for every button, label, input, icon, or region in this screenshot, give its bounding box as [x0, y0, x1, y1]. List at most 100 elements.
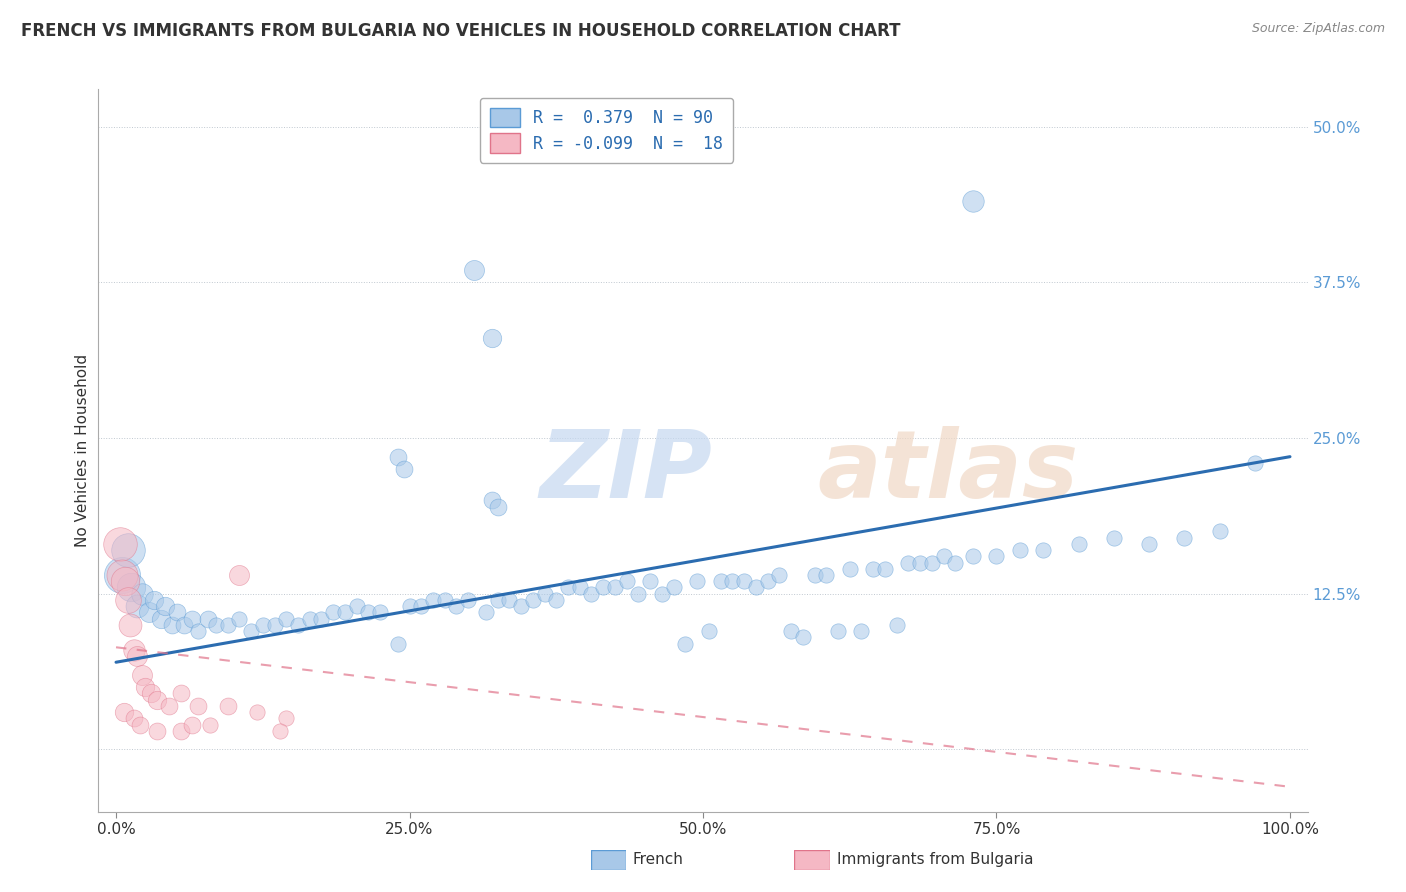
Text: Immigrants from Bulgaria: Immigrants from Bulgaria — [837, 853, 1033, 867]
Point — [128, 717, 150, 731]
Point — [886, 618, 908, 632]
Point — [603, 581, 626, 595]
Text: ZIP: ZIP — [540, 426, 713, 518]
Point — [463, 262, 485, 277]
Point — [346, 599, 368, 614]
Point — [162, 618, 184, 632]
Point — [481, 493, 503, 508]
Point — [627, 587, 650, 601]
Point — [204, 618, 226, 632]
Point — [111, 568, 134, 582]
Point — [246, 705, 269, 719]
Point — [522, 593, 544, 607]
Point — [697, 624, 720, 639]
Point — [733, 574, 755, 589]
Point — [962, 549, 984, 564]
Point — [1032, 543, 1054, 558]
Point — [138, 606, 160, 620]
Text: French: French — [633, 853, 683, 867]
Point — [149, 612, 172, 626]
Point — [187, 624, 209, 639]
Point — [169, 686, 191, 700]
Point — [422, 593, 444, 607]
Point — [411, 599, 433, 614]
Point — [131, 587, 153, 601]
Text: Source: ZipAtlas.com: Source: ZipAtlas.com — [1251, 22, 1385, 36]
Point — [322, 606, 344, 620]
Point — [1102, 531, 1125, 545]
Point — [815, 568, 838, 582]
Point — [792, 630, 814, 644]
Point — [169, 723, 191, 738]
Point — [862, 562, 884, 576]
Point — [181, 612, 204, 626]
Point — [263, 618, 285, 632]
Point — [108, 537, 131, 551]
Point — [127, 599, 149, 614]
Point — [533, 587, 555, 601]
Point — [157, 698, 180, 713]
Point — [921, 556, 943, 570]
Point — [276, 711, 298, 725]
Point — [1008, 543, 1031, 558]
Point — [368, 606, 391, 620]
Point — [1137, 537, 1160, 551]
Point — [240, 624, 263, 639]
Point — [120, 581, 142, 595]
Point — [581, 587, 603, 601]
Point — [298, 612, 321, 626]
Point — [276, 612, 298, 626]
Point — [228, 568, 250, 582]
Point — [252, 618, 274, 632]
Point — [457, 593, 479, 607]
Point — [357, 606, 380, 620]
Point — [662, 581, 685, 595]
Point — [651, 587, 673, 601]
Point — [1067, 537, 1090, 551]
Point — [166, 606, 188, 620]
Point — [962, 194, 984, 209]
Point — [673, 636, 696, 650]
Point — [181, 717, 204, 731]
Point — [122, 642, 145, 657]
Point — [197, 612, 219, 626]
Point — [155, 599, 177, 614]
Point — [114, 574, 136, 589]
Point — [146, 723, 169, 738]
Point — [217, 618, 239, 632]
Point — [1173, 531, 1195, 545]
Point — [616, 574, 638, 589]
Point — [1243, 456, 1265, 470]
Point — [1208, 524, 1230, 539]
Point — [827, 624, 849, 639]
Point — [986, 549, 1008, 564]
Point — [217, 698, 239, 713]
Point — [481, 331, 503, 345]
Point — [756, 574, 779, 589]
Point — [142, 593, 165, 607]
Point — [387, 450, 409, 464]
Point — [111, 568, 134, 582]
Point — [638, 574, 661, 589]
Point — [486, 500, 509, 514]
Legend: R =  0.379  N = 90, R = -0.099  N =  18: R = 0.379 N = 90, R = -0.099 N = 18 — [479, 97, 733, 162]
Point — [686, 574, 709, 589]
Point — [433, 593, 456, 607]
Point — [387, 636, 409, 650]
Point — [851, 624, 873, 639]
Point — [568, 581, 591, 595]
Point — [120, 618, 142, 632]
Point — [112, 705, 135, 719]
Point — [486, 593, 509, 607]
Point — [122, 711, 145, 725]
Point — [803, 568, 825, 582]
Point — [768, 568, 790, 582]
Text: atlas: atlas — [818, 426, 1080, 518]
Text: FRENCH VS IMMIGRANTS FROM BULGARIA NO VEHICLES IN HOUSEHOLD CORRELATION CHART: FRENCH VS IMMIGRANTS FROM BULGARIA NO VE… — [21, 22, 901, 40]
Point — [557, 581, 579, 595]
Y-axis label: No Vehicles in Household: No Vehicles in Household — [75, 354, 90, 547]
Point — [117, 593, 139, 607]
Point — [134, 680, 156, 694]
Point — [710, 574, 733, 589]
Point — [745, 581, 768, 595]
